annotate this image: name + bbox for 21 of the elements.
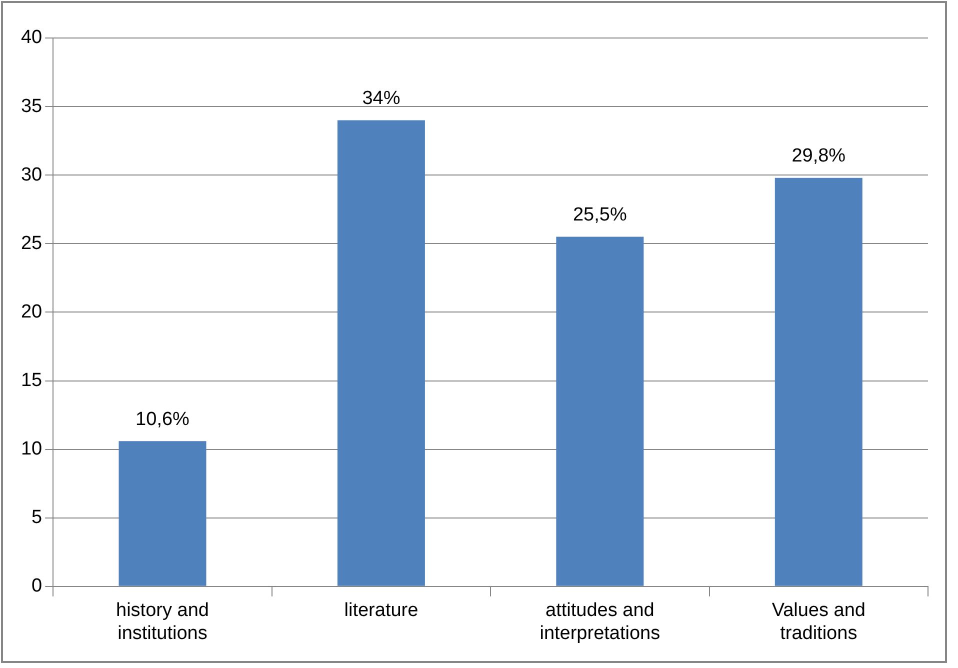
x-tick-label: Values and traditions [772,600,866,644]
y-tick-label: 40 [20,27,42,48]
x-tick-label: attitudes and interpretations [540,600,660,644]
bar [337,120,425,586]
x-tick-label: literature [344,600,418,622]
x-tick-label: history and institutions [116,600,209,644]
data-label: 29,8% [792,146,846,167]
y-tick-label: 10 [20,438,42,460]
y-tick-label: 5 [32,507,42,528]
y-tick-label: 20 [20,301,42,322]
y-tick-label: 30 [20,164,42,186]
bar [118,441,206,586]
y-tick-label: 0 [32,576,42,597]
y-tick-label: 35 [20,96,42,117]
bar [556,236,644,586]
data-label: 10,6% [136,408,190,430]
bar [774,178,862,586]
y-tick-label: 25 [20,232,42,254]
data-label: 34% [362,88,400,109]
data-label: 25,5% [572,204,627,226]
y-tick-label: 15 [20,370,42,391]
